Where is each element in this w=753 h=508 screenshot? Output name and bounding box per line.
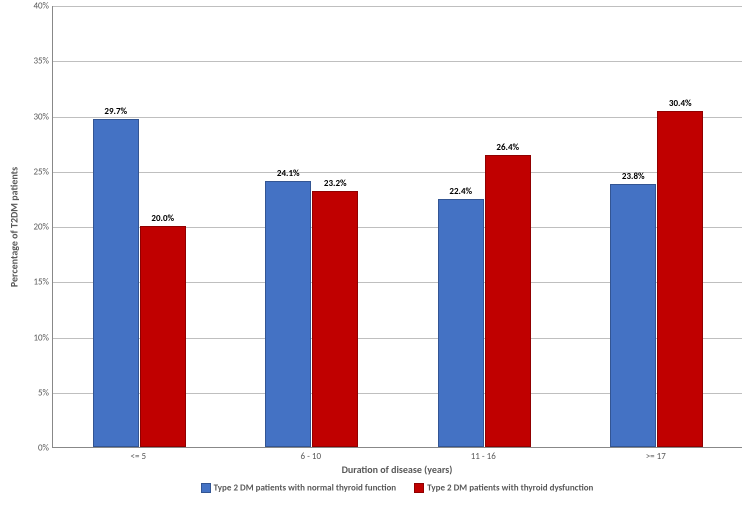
y-tick-label: 40% bbox=[19, 1, 49, 12]
legend-label-1: Type 2 DM patients with normal thyroid f… bbox=[214, 482, 397, 493]
bar-series-1 bbox=[610, 184, 656, 447]
x-tick-label: <= 5 bbox=[130, 451, 146, 462]
y-tick-label: 30% bbox=[19, 111, 49, 122]
gridline bbox=[53, 117, 742, 118]
y-tick-label: 0% bbox=[19, 443, 49, 454]
bar-chart: Percentage of T2DM patients Duration of … bbox=[0, 0, 753, 508]
legend: Type 2 DM patients with normal thyroid f… bbox=[52, 482, 742, 493]
y-tick-label: 10% bbox=[19, 332, 49, 343]
x-axis-title: Duration of disease (years) bbox=[52, 463, 742, 476]
bar-label: 22.4% bbox=[449, 186, 472, 197]
legend-item-series-1: Type 2 DM patients with normal thyroid f… bbox=[201, 482, 397, 493]
legend-swatch-2 bbox=[414, 483, 424, 493]
x-tick-label: 11 - 16 bbox=[471, 451, 496, 462]
y-tick-label: 20% bbox=[19, 222, 49, 233]
bar-label: 29.7% bbox=[104, 106, 127, 117]
bar-label: 24.1% bbox=[277, 168, 300, 179]
y-tick-label: 35% bbox=[19, 56, 49, 67]
gridline bbox=[53, 61, 742, 62]
bar-label: 20.0% bbox=[151, 213, 174, 224]
x-tick-label: >= 17 bbox=[646, 451, 666, 462]
bar-label: 30.4% bbox=[669, 98, 692, 109]
bar-series-1 bbox=[438, 199, 484, 447]
bar-series-2 bbox=[485, 155, 531, 447]
legend-swatch-1 bbox=[201, 483, 211, 493]
legend-label-2: Type 2 DM patients with thyroid dysfunct… bbox=[427, 482, 593, 493]
gridline bbox=[53, 6, 742, 7]
bar-series-2 bbox=[140, 226, 186, 447]
y-tick-label: 25% bbox=[19, 166, 49, 177]
bar-label: 23.2% bbox=[324, 178, 347, 189]
bar-label: 26.4% bbox=[496, 142, 519, 153]
y-tick-label: 5% bbox=[19, 387, 49, 398]
bar-series-2 bbox=[312, 191, 358, 447]
bar-series-1 bbox=[265, 181, 311, 447]
x-tick-label: 6 - 10 bbox=[300, 451, 321, 462]
y-tick-label: 15% bbox=[19, 277, 49, 288]
bar-label: 23.8% bbox=[622, 171, 645, 182]
legend-item-series-2: Type 2 DM patients with thyroid dysfunct… bbox=[414, 482, 593, 493]
plot-area: 29.7% 20.0% 24.1% 23.2% 22.4% 26.4% 23.8% 30.4% bbox=[52, 6, 742, 448]
bar-series-1 bbox=[93, 119, 139, 447]
bar-series-2 bbox=[657, 111, 703, 447]
